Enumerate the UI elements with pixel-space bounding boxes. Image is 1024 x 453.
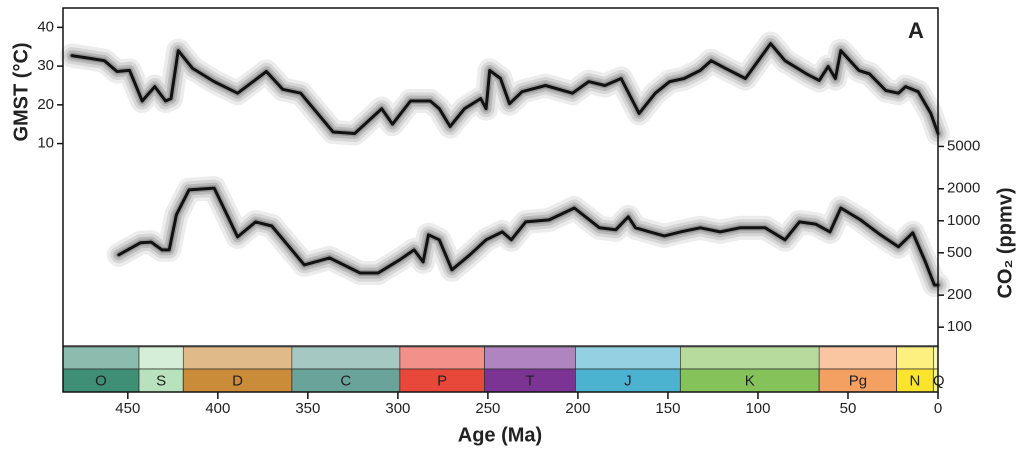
x-tick-label: 50 <box>840 400 857 417</box>
period-label: Pg <box>849 372 867 389</box>
period-label: S <box>156 372 166 389</box>
stage-band <box>291 346 401 370</box>
stage-band <box>484 346 576 370</box>
y2-axis-title: CO₂ (ppmv) <box>994 187 1016 298</box>
y2-tick-label: 1000 <box>947 212 980 229</box>
period-label: D <box>232 372 243 389</box>
period-label: J <box>624 372 632 389</box>
x-tick-label: 0 <box>934 400 942 417</box>
timescale: O S D C P T J K Pg N Q <box>62 346 945 393</box>
y-axis-title: GMST (°C) <box>10 42 32 141</box>
x-axis-title: Age (Ma) <box>458 424 542 446</box>
plot-frame <box>62 7 939 393</box>
y-tick-label: 10 <box>37 135 54 152</box>
y2-tick-label: 200 <box>947 286 972 303</box>
stage-band <box>62 346 140 370</box>
panel-label: A <box>908 18 924 43</box>
stage-band <box>896 346 934 370</box>
stage-band <box>182 346 293 370</box>
stage-band <box>138 346 184 370</box>
x-tick-label: 250 <box>475 400 500 417</box>
x-tick-label: 100 <box>745 400 770 417</box>
x-tick-label: 200 <box>565 400 590 417</box>
y2-tick-label: 5000 <box>947 137 980 154</box>
stage-band <box>575 346 681 370</box>
period-label: N <box>910 372 921 389</box>
y2-tick-label: 100 <box>947 318 972 335</box>
y-tick-label: 30 <box>37 57 54 74</box>
y2-tick-label: 2000 <box>947 180 980 197</box>
period-label: C <box>340 372 351 389</box>
y-tick-label: 20 <box>37 96 54 113</box>
y-tick-label: 40 <box>37 18 54 35</box>
period-label: T <box>525 372 534 389</box>
stage-band <box>399 346 485 370</box>
series-line <box>117 186 940 287</box>
period-label: P <box>437 372 447 389</box>
x-tick-label: 450 <box>115 400 140 417</box>
x-tick-label: 150 <box>655 400 680 417</box>
stage-band <box>680 346 820 370</box>
stage-band <box>818 346 897 370</box>
x-tick-label: 400 <box>205 400 230 417</box>
period-label: O <box>95 372 107 389</box>
x-tick-label: 300 <box>385 400 410 417</box>
period-label: K <box>745 372 755 389</box>
series-line <box>70 42 940 135</box>
x-tick-label: 350 <box>295 400 320 417</box>
y2-tick-label: 500 <box>947 244 972 261</box>
